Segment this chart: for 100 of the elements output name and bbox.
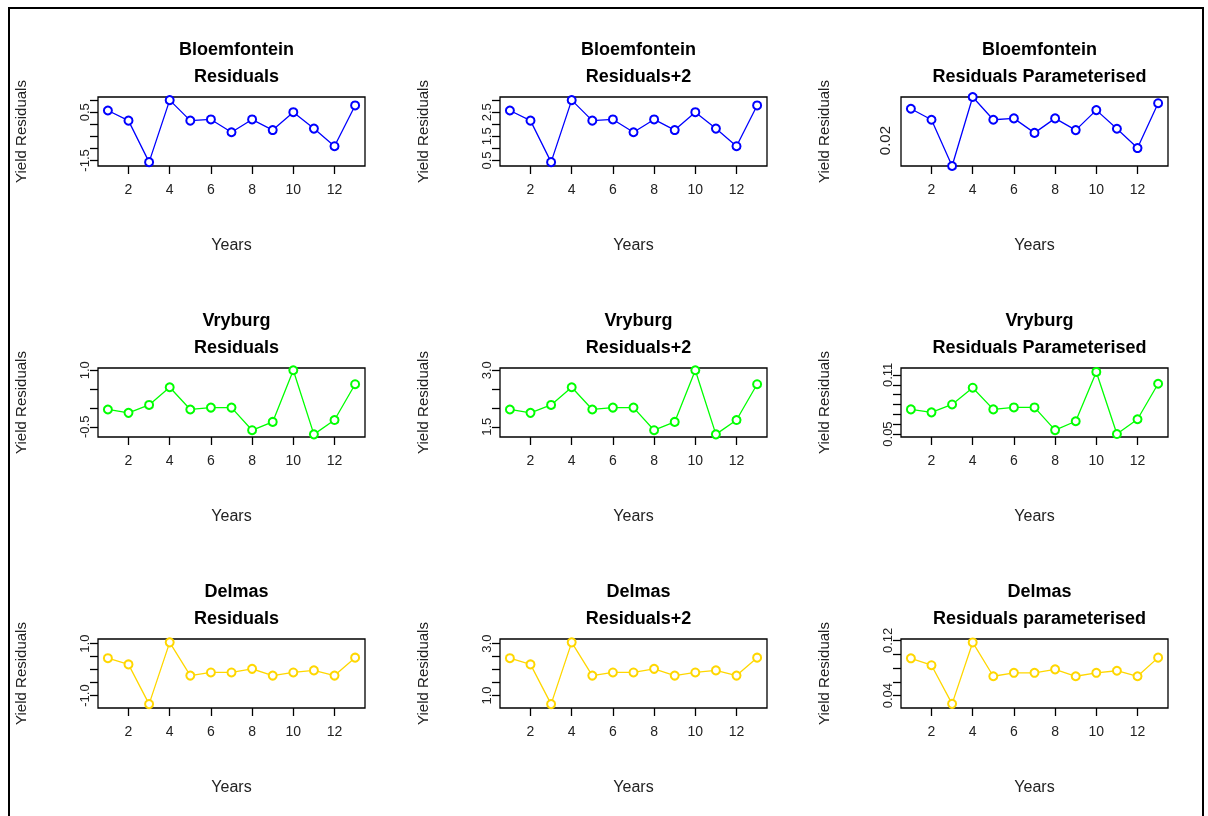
point [926, 114, 937, 125]
x-tick-label: 8 [650, 723, 659, 739]
y-axis-title: Yield Residuals [12, 622, 29, 725]
y-tick-label: 0.05 [879, 421, 895, 447]
x-tick-label: 6 [1010, 452, 1018, 468]
x-axis-title: Years [1014, 235, 1055, 253]
point [1050, 113, 1061, 124]
point [329, 141, 340, 152]
x-axis-title: Years [211, 506, 252, 524]
x-tick-label: 2 [927, 181, 936, 197]
point [710, 665, 721, 676]
x-tick-label: 6 [609, 452, 617, 468]
x-tick-label: 6 [207, 452, 215, 468]
point [1050, 425, 1061, 436]
x-tick-label: 12 [326, 723, 343, 739]
point [566, 382, 577, 393]
point [350, 100, 361, 111]
point [205, 114, 216, 125]
point [504, 653, 515, 664]
point [123, 659, 134, 670]
point [185, 404, 196, 415]
y-tick-label: 0.12 [879, 627, 895, 654]
point [649, 663, 660, 674]
point [1132, 143, 1143, 154]
point [587, 670, 598, 681]
point [123, 115, 134, 126]
point [102, 653, 113, 664]
chart-title: Vryburg Residuals Parameterised [932, 309, 1147, 357]
x-tick-label: 2 [526, 452, 535, 468]
x-tick-label: 8 [248, 723, 257, 739]
point [247, 425, 258, 436]
y-tick-label: 0.5 [76, 103, 92, 122]
point [1153, 378, 1164, 389]
point [1132, 671, 1143, 682]
point [710, 123, 721, 134]
point [504, 105, 515, 116]
point [164, 95, 175, 106]
y-tick-label: -0.5 [76, 415, 92, 439]
point [247, 663, 258, 674]
point [628, 402, 639, 413]
point [102, 404, 113, 415]
x-axis-title: Years [1014, 777, 1055, 795]
point [710, 429, 721, 440]
point [988, 114, 999, 125]
y-tick-label: 0.04 [879, 682, 895, 709]
point [690, 107, 701, 118]
point [144, 399, 155, 410]
point [226, 402, 237, 413]
x-tick-label: 10 [1088, 181, 1105, 197]
point [1111, 665, 1122, 676]
x-tick-label: 10 [1088, 723, 1105, 739]
point [546, 399, 557, 410]
x-tick-label: 4 [968, 452, 977, 468]
x-tick-label: 8 [1051, 181, 1060, 197]
point [905, 404, 916, 415]
y-tick-label: 1.0 [76, 361, 92, 380]
y-tick-label: -1.0 [76, 684, 92, 707]
y-axis-title: Yield Residuals [815, 351, 832, 454]
point [164, 637, 175, 648]
point [1008, 113, 1019, 124]
point [649, 425, 660, 436]
y-axis-title: Yield Residuals [414, 80, 431, 183]
point [628, 667, 639, 678]
point [752, 652, 763, 663]
chart-title: Delmas Residuals parameterised [932, 580, 1147, 628]
point [649, 114, 660, 125]
point [752, 379, 763, 390]
x-tick-label: 12 [728, 452, 745, 468]
point [1111, 429, 1122, 440]
x-axis-title: Years [1014, 506, 1055, 524]
point [267, 125, 278, 136]
x-tick-label: 4 [567, 452, 576, 468]
point [226, 127, 237, 138]
y-tick-label: 2.5 [478, 103, 494, 122]
y-tick-label: 1.0 [478, 686, 494, 705]
x-tick-label: 12 [728, 723, 745, 739]
point [205, 402, 216, 413]
point [1029, 667, 1040, 678]
point [1008, 402, 1019, 413]
x-tick-label: 2 [124, 181, 133, 197]
x-axis-title: Years [613, 235, 654, 253]
x-tick-label: 2 [124, 452, 133, 468]
point [1070, 125, 1081, 136]
chart-title: Bloemfontein Residuals Parameterised [932, 38, 1147, 86]
point [1153, 652, 1164, 663]
x-tick-label: 10 [1088, 452, 1105, 468]
point [587, 115, 598, 126]
x-tick-label: 4 [968, 181, 977, 197]
point [308, 123, 319, 134]
x-tick-label: 12 [728, 181, 745, 197]
y-tick-label: 1.5 [478, 417, 494, 436]
point [988, 671, 999, 682]
point [288, 107, 299, 118]
point [185, 670, 196, 681]
point [967, 382, 978, 393]
point [247, 114, 258, 125]
x-tick-label: 12 [326, 181, 343, 197]
y-tick-label: 3.0 [478, 361, 494, 380]
x-tick-label: 2 [526, 181, 535, 197]
x-tick-label: 10 [285, 723, 302, 739]
